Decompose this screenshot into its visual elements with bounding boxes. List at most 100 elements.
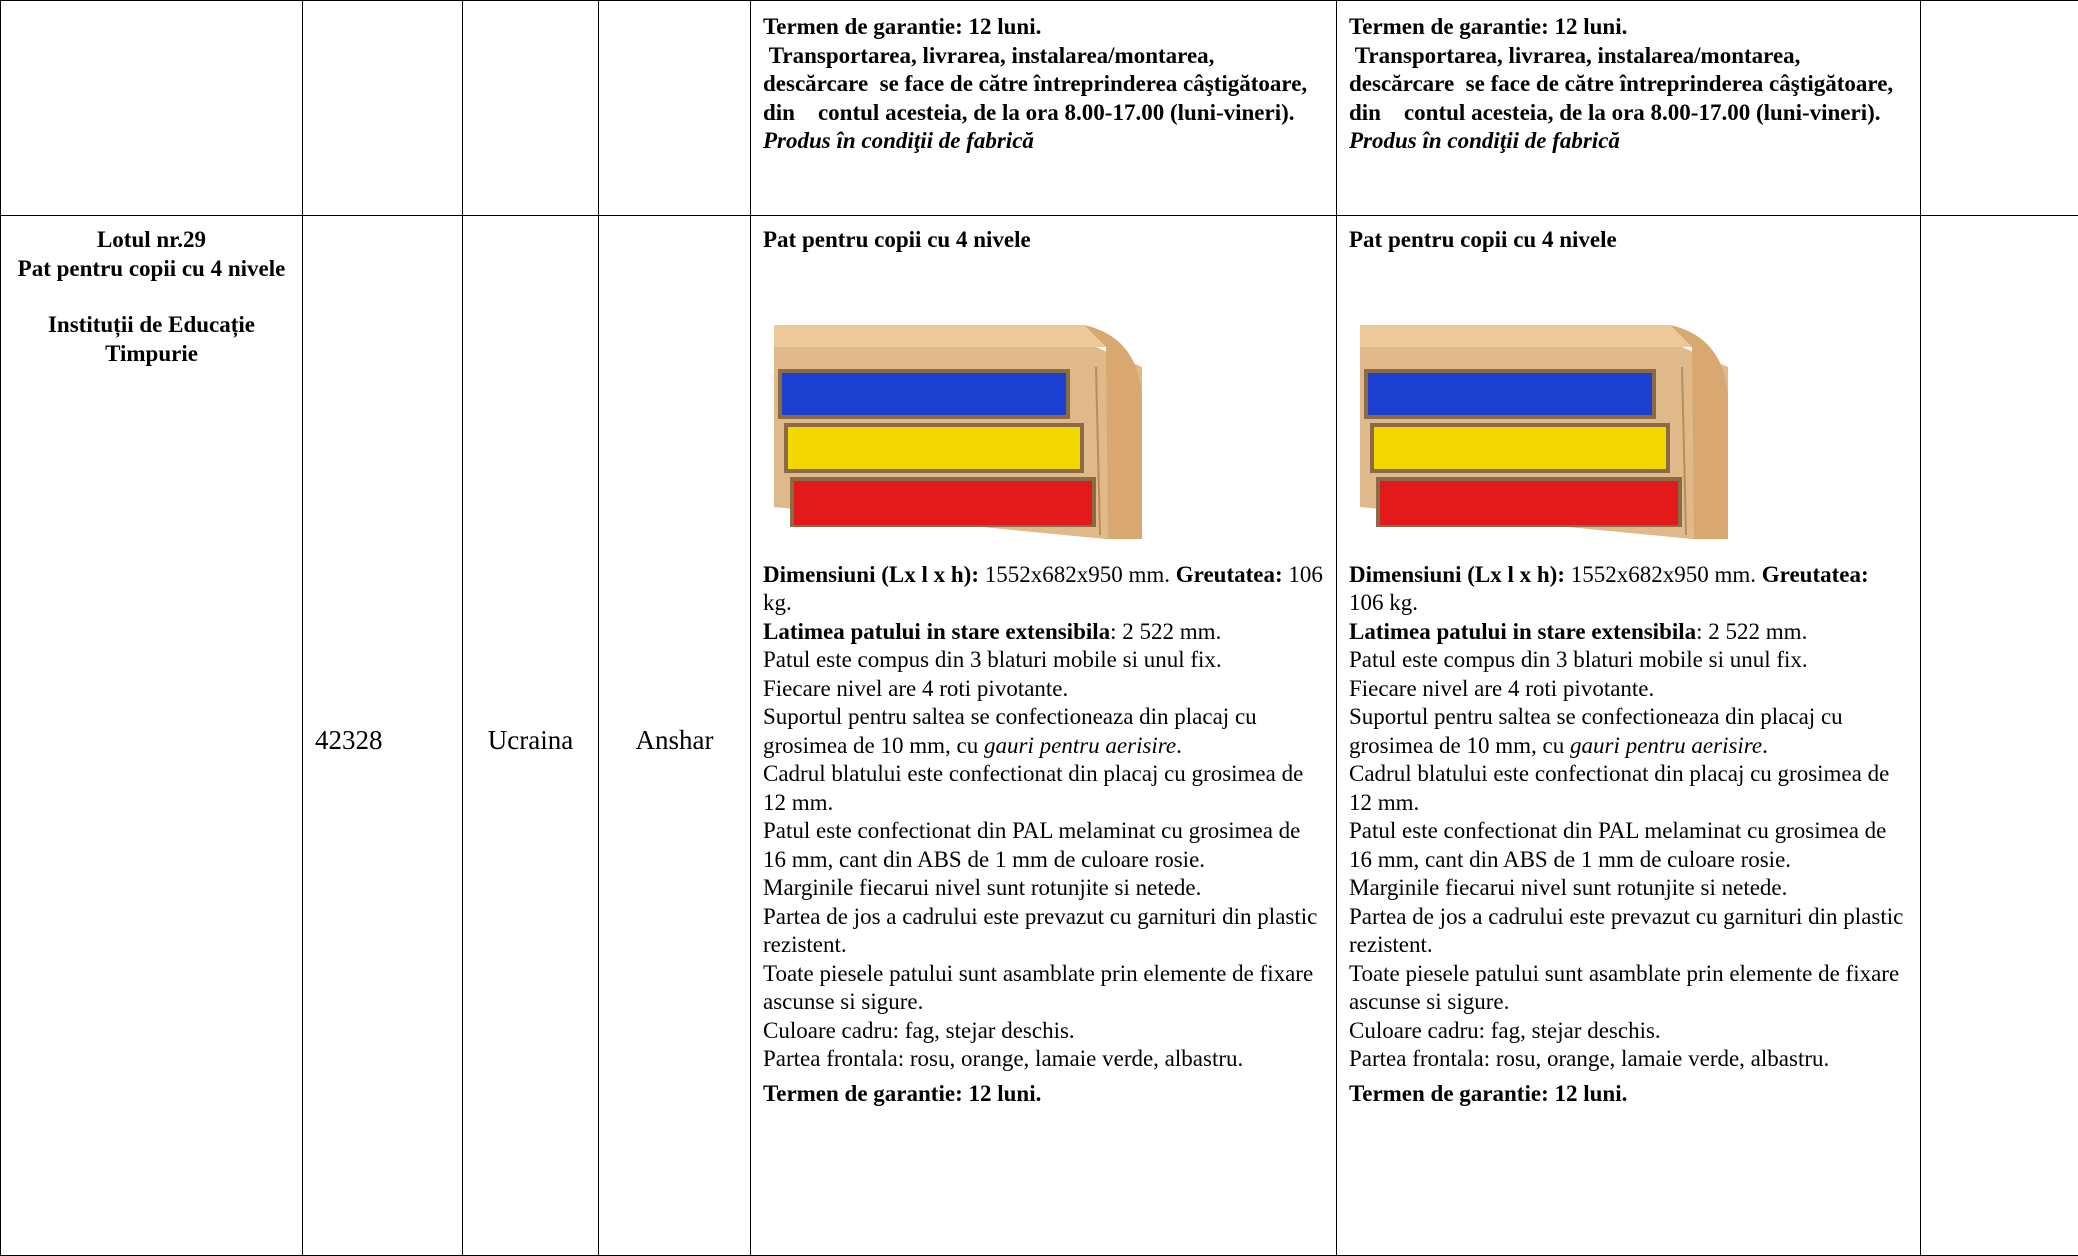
cell [1, 1, 303, 216]
paragraph: Produs în condiţii de fabrică [763, 127, 1324, 156]
paragraph: Latimea patului in stare extensibila: 2 … [763, 618, 1324, 647]
text-run: Latimea patului in stare extensibila [763, 619, 1110, 644]
text-run: gauri pentru aerisire [1570, 733, 1762, 758]
paragraph: Dimensiuni (Lx l x h): 1552x682x950 mm. … [763, 561, 1324, 618]
text-run: Partea de jos a cadrului este prevazut c… [1349, 904, 1909, 958]
producer: Anshar [599, 216, 751, 1256]
text-run: Culoare cadru: fag, stejar deschis. [763, 1018, 1075, 1043]
text-run: Cadrul blatului este confectionat din pl… [763, 761, 1309, 815]
paragraph: Toate piesele patului sunt asamblate pri… [1349, 960, 1908, 1017]
spec-offered: Termen de garantie: 12 luni. Transportar… [1337, 1, 1921, 216]
spec-title: Pat pentru copii cu 4 nivele [1349, 226, 1908, 255]
text-run: 1552x682x950 mm. [1565, 562, 1762, 587]
text-run: Patul este confectionat din PAL melamina… [1349, 818, 1892, 872]
paragraph: Partea frontala: rosu, orange, lamaie ve… [1349, 1045, 1908, 1074]
paragraph: Latimea patului in stare extensibila: 2 … [1349, 618, 1908, 647]
text-run: Termen de garantie: 12 luni. [763, 1081, 1041, 1106]
text-run: Transportarea, livrarea, instalarea/mont… [763, 43, 1319, 125]
cell [1921, 1, 2078, 216]
text-run: Produs în condiţii de fabrică [1349, 128, 1620, 153]
paragraph: Cadrul blatului este confectionat din pl… [1349, 760, 1908, 817]
paragraph: Marginile fiecarui nivel sunt rotunjite … [763, 874, 1324, 903]
text-run: Produs în condiţii de fabrică [763, 128, 1034, 153]
text-run: Culoare cadru: fag, stejar deschis. [1349, 1018, 1661, 1043]
text-run: Dimensiuni (Lx l x h): [1349, 562, 1565, 587]
paragraph: Marginile fiecarui nivel sunt rotunjite … [1349, 874, 1908, 903]
text-run: Greutatea: [1176, 562, 1283, 587]
paragraph: Culoare cadru: fag, stejar deschis. [763, 1017, 1324, 1046]
text-run: Toate piesele patului sunt asamblate pri… [763, 961, 1319, 1015]
paragraph: Patul este compus din 3 blaturi mobile s… [1349, 646, 1908, 675]
text-run: Dimensiuni (Lx l x h): [763, 562, 979, 587]
paragraph: Termen de garantie: 12 luni. [1349, 13, 1908, 42]
paragraph: Fiecare nivel are 4 roti pivotante. [763, 675, 1324, 704]
text-run: Patul este confectionat din PAL melamina… [763, 818, 1306, 872]
paragraph: Produs în condiţii de fabrică [1349, 127, 1908, 156]
lot-number: Lotul nr.29 [13, 226, 290, 255]
lot-item: Pat pentru copii cu 4 nivele [13, 255, 290, 284]
paragraph: Partea frontala: rosu, orange, lamaie ve… [763, 1045, 1324, 1074]
text-run: Patul este compus din 3 blaturi mobile s… [1349, 647, 1808, 672]
table-row: Termen de garantie: 12 luni. Transportar… [1, 1, 2078, 216]
text-run: Latimea patului in stare extensibila [1349, 619, 1696, 644]
product-image [766, 307, 1142, 539]
spec-required: Termen de garantie: 12 luni. Transportar… [751, 1, 1337, 216]
text-run: Toate piesele patului sunt asamblate pri… [1349, 961, 1905, 1015]
cell [599, 1, 751, 216]
paragraph: Termen de garantie: 12 luni. [763, 13, 1324, 42]
cell [1921, 216, 2078, 1256]
spec-offered: Pat pentru copii cu 4 nivele Dimensiuni … [1337, 216, 1921, 1256]
paragraphs: Termen de garantie: 12 luni. Transportar… [1349, 13, 1908, 156]
paragraph: Fiecare nivel are 4 roti pivotante. [1349, 675, 1908, 704]
text-run: Fiecare nivel are 4 roti pivotante. [1349, 676, 1654, 701]
text-run: . [1762, 733, 1768, 758]
text-run: Marginile fiecarui nivel sunt rotunjite … [1349, 875, 1787, 900]
code: 42328 [303, 216, 463, 1256]
beneficiary: Instituții de Educație Timpurie [13, 311, 290, 368]
paragraph: Termen de garantie: 12 luni. [1349, 1080, 1908, 1109]
paragraph: Cadrul blatului este confectionat din pl… [763, 760, 1324, 817]
text-run: Patul este compus din 3 blaturi mobile s… [763, 647, 1222, 672]
text-run: Greutatea: [1762, 562, 1869, 587]
text-run: gauri pentru aerisire [984, 733, 1176, 758]
text-run: Marginile fiecarui nivel sunt rotunjite … [763, 875, 1201, 900]
paragraph: Patul este compus din 3 blaturi mobile s… [763, 646, 1324, 675]
paragraph: Patul este confectionat din PAL melamina… [1349, 817, 1908, 874]
text-run: Termen de garantie: 12 luni. [763, 14, 1041, 39]
text-run: Termen de garantie: 12 luni. [1349, 14, 1627, 39]
text-run: Transportarea, livrarea, instalarea/mont… [1349, 43, 1905, 125]
paragraph: Patul este confectionat din PAL melamina… [763, 817, 1324, 874]
paragraph: Suportul pentru saltea se confectioneaza… [763, 703, 1324, 760]
text-run: Termen de garantie: 12 luni. [1349, 1081, 1627, 1106]
spec-title: Pat pentru copii cu 4 nivele [763, 226, 1324, 255]
paragraph: Suportul pentru saltea se confectioneaza… [1349, 703, 1908, 760]
paragraph: Transportarea, livrarea, instalarea/mont… [1349, 42, 1908, 128]
paragraph: Dimensiuni (Lx l x h): 1552x682x950 mm. … [1349, 561, 1908, 618]
text-run: Fiecare nivel are 4 roti pivotante. [763, 676, 1068, 701]
table-row: Lotul nr.29 Pat pentru copii cu 4 nivele… [1, 216, 2078, 1256]
paragraph: Termen de garantie: 12 luni. [763, 1080, 1324, 1109]
text-run: . [1176, 733, 1182, 758]
paragraphs: Termen de garantie: 12 luni. Transportar… [763, 13, 1324, 156]
text-run: Partea frontala: rosu, orange, lamaie ve… [763, 1046, 1243, 1071]
paragraphs: Dimensiuni (Lx l x h): 1552x682x950 mm. … [1349, 561, 1908, 1109]
paragraph: Toate piesele patului sunt asamblate pri… [763, 960, 1324, 1017]
paragraph: Transportarea, livrarea, instalarea/mont… [763, 42, 1324, 128]
text-run: Partea de jos a cadrului este prevazut c… [763, 904, 1323, 958]
text-run: Cadrul blatului este confectionat din pl… [1349, 761, 1895, 815]
paragraph: Culoare cadru: fag, stejar deschis. [1349, 1017, 1908, 1046]
text-run: Partea frontala: rosu, orange, lamaie ve… [1349, 1046, 1829, 1071]
cell [463, 1, 599, 216]
country: Ucraina [463, 216, 599, 1256]
paragraphs: Dimensiuni (Lx l x h): 1552x682x950 mm. … [763, 561, 1324, 1109]
text-run: : 2 522 mm. [1110, 619, 1221, 644]
text-run: 1552x682x950 mm. [979, 562, 1176, 587]
paragraph: Partea de jos a cadrului este prevazut c… [763, 903, 1324, 960]
cell [303, 1, 463, 216]
lot-cell: Lotul nr.29 Pat pentru copii cu 4 nivele… [1, 216, 303, 1256]
text-run: : 2 522 mm. [1696, 619, 1807, 644]
product-image [1352, 307, 1728, 539]
paragraph: Partea de jos a cadrului este prevazut c… [1349, 903, 1908, 960]
